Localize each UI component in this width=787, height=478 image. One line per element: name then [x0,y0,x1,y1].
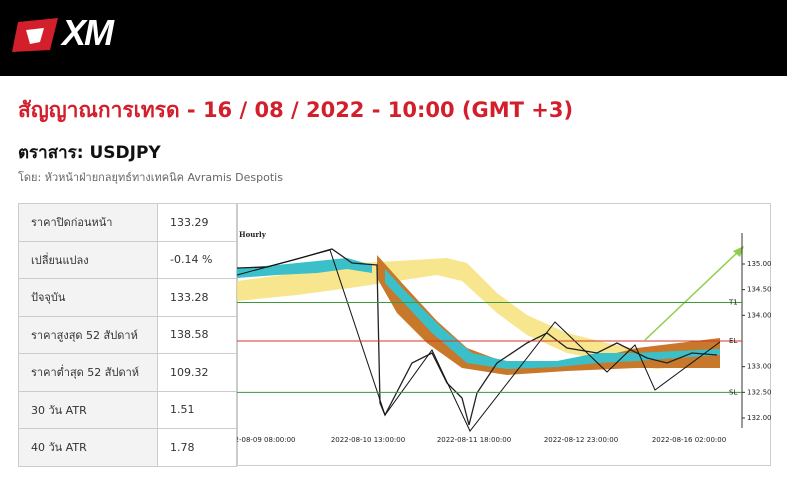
cell: ราคาปิดก่อนหน้า [18,203,158,242]
x-tick-label: 2022-08-16 02:00:00 [652,436,726,444]
cell: -0.14 % [157,240,237,279]
chart-image: Hourly 135.00 134.50 134.00 133.00 132.50 132.… [237,203,771,466]
cell: 1.51 [157,390,237,429]
level-label: EL [729,337,737,345]
x-tick-label: 2-08-09 08:00:00 [237,436,295,444]
cell: ปัจจุบัน [18,278,158,317]
y-tick-label: 132.50 [747,388,771,396]
cell: ราคาต่ำสุด 52 สัปดาห์ [18,353,158,392]
y-tick-label: 134.50 [747,286,771,294]
logo-icon [12,18,58,52]
price [237,248,718,426]
cell: เปลี่ยนแปลง [18,240,158,279]
cell: 133.29 [157,203,237,242]
chart-label: Hourly [239,230,267,239]
y-tick-label: 132.00 [747,414,771,422]
x-tick-label: 2022-08-12 23:00:00 [544,436,618,444]
arrow [644,249,741,341]
band [237,258,372,278]
cell: 1.78 [157,428,237,467]
cell: 138.58 [157,315,237,354]
cell: 40 วัน ATR [18,428,158,467]
cell: ราคาสูงสุด 52 สัปดาห์ [18,315,158,354]
author: โดย: หัวหน้าฝ่ายกลยุทธ์ทางเทคนิค Avramis… [18,171,283,184]
level-label: SL [729,388,737,396]
header: XM [0,0,787,76]
y-tick-label: 134.00 [747,311,771,319]
instrument: ตราสาร: USDJPY [18,143,161,163]
zigzag [237,249,721,432]
level-label: T1 [728,299,738,307]
x-tick-label: 2022-08-10 13:00:00 [331,436,405,444]
x-tick-label: 2022-08-11 18:00:00 [437,436,511,444]
logo[interactable]: XM [62,12,114,53]
stats-table: ราคาปิดก่อนหน้า 133.29 เปลี่ยนแปลง -0.14 %… [18,203,237,467]
y-tick-label: 133.00 [747,363,771,371]
band [377,255,720,375]
cell: 30 วัน ATR [18,390,158,429]
cell: 109.32 [157,353,237,392]
page-title: สัญญาณการเทรด - 16 / 08 / 2022 - 10:00 (… [18,98,574,122]
cell: 133.28 [157,278,237,317]
arrow-head [733,246,744,257]
y-tick-label: 135.00 [747,260,771,268]
